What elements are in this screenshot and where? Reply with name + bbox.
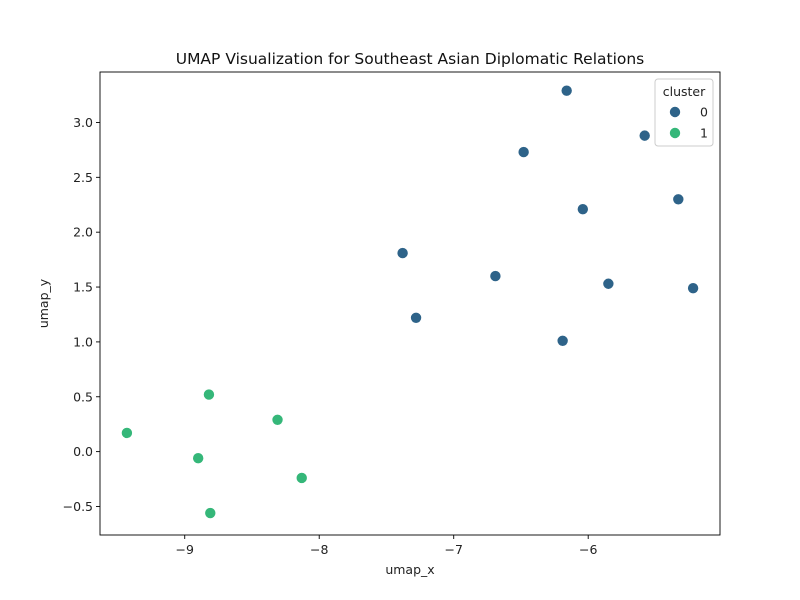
y-axis: −0.5 0.0 0.5 1.0 1.5 2.0 2.5 3.0	[63, 115, 100, 514]
y-tick-label: 3.0	[73, 115, 93, 130]
y-tick-label: 1.5	[73, 280, 93, 295]
y-tick-label: 2.0	[73, 225, 93, 240]
data-point-cluster-0	[638, 129, 651, 142]
legend: cluster 0 1	[654, 78, 714, 147]
data-point-cluster-1	[271, 413, 284, 426]
chart-title: UMAP Visualization for Southeast Asian D…	[176, 50, 645, 68]
data-point-cluster-0	[410, 311, 423, 324]
data-point-cluster-0	[396, 247, 409, 260]
data-point-cluster-0	[672, 193, 685, 206]
y-tick-label: 0.5	[73, 389, 93, 404]
legend-box	[654, 78, 714, 147]
x-tick-label: −6	[579, 542, 597, 557]
data-point-cluster-1	[204, 507, 217, 520]
y-tick-label: 0.0	[73, 444, 93, 459]
y-tick-label: 2.5	[73, 170, 93, 185]
x-axis: −9 −8 −7 −6	[176, 535, 597, 557]
plot-frame	[99, 71, 721, 536]
plot-area	[100, 72, 720, 535]
legend-marker	[669, 106, 682, 119]
legend-marker	[669, 127, 682, 140]
legend-label: 1	[700, 126, 708, 141]
data-point-cluster-0	[517, 146, 530, 159]
data-point-cluster-0	[556, 334, 569, 347]
x-tick-label: −9	[176, 542, 194, 557]
y-axis-label: umap_y	[36, 278, 51, 328]
legend-title: cluster	[663, 84, 706, 99]
data-point-cluster-0	[560, 84, 573, 97]
data-point-cluster-0	[576, 203, 589, 216]
data-point-cluster-1	[192, 452, 205, 465]
x-tick-label: −8	[310, 542, 328, 557]
data-point-cluster-0	[687, 282, 700, 295]
y-tick-label: −0.5	[63, 499, 93, 514]
data-point-cluster-1	[295, 471, 308, 484]
x-tick-label: −7	[444, 542, 462, 557]
data-point-cluster-1	[202, 388, 215, 401]
data-points	[120, 84, 700, 520]
y-tick-label: 1.0	[73, 334, 93, 349]
data-point-cluster-1	[120, 426, 133, 439]
data-point-cluster-0	[602, 277, 615, 290]
legend-label: 0	[700, 105, 708, 120]
x-axis-label: umap_x	[385, 562, 434, 577]
data-point-cluster-0	[489, 270, 502, 283]
